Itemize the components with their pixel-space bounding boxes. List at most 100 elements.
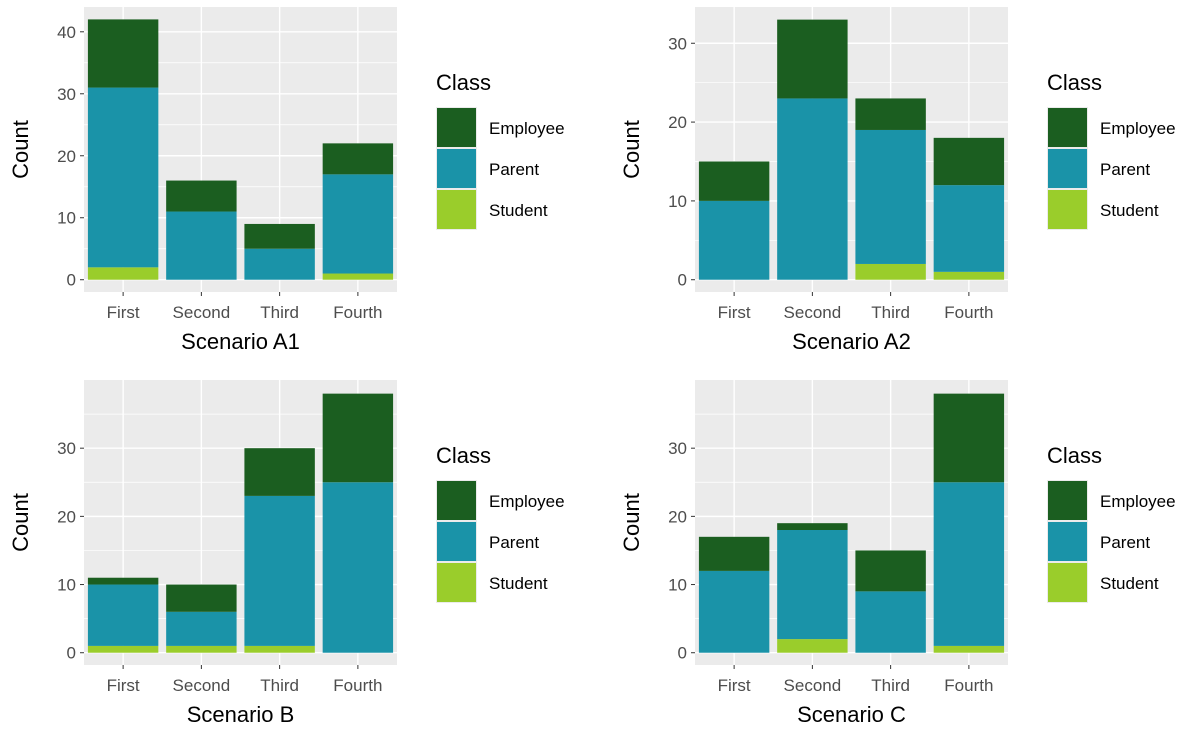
bar-employee-fourth — [322, 393, 394, 483]
legend-label-parent: Parent — [1100, 160, 1150, 179]
y-axis-title: Count — [8, 493, 33, 552]
bar-parent-third — [855, 591, 926, 653]
legend-label-student: Student — [1100, 574, 1159, 593]
chart-panel-scenario-a2: 0 10 20 30 First Second Third Fourth Scenario A2… — [611, 0, 1203, 364]
bar-employee-first — [698, 536, 770, 571]
y-tick-label: 30 — [668, 439, 687, 458]
x-tick-label-second: Second — [173, 303, 231, 322]
legend-label-employee: Employee — [1100, 119, 1176, 138]
legend-label-student: Student — [489, 574, 548, 593]
bar-parent-first — [87, 87, 159, 268]
legend-swatch-parent — [1048, 522, 1087, 561]
legend-label-student: Student — [1100, 201, 1159, 220]
bar-parent-fourth — [933, 185, 1005, 272]
bar-student-third — [855, 263, 926, 280]
bar-parent-fourth — [322, 482, 394, 653]
y-tick-label: 20 — [668, 113, 687, 132]
bar-employee-first — [698, 161, 770, 201]
bar-employee-fourth — [933, 393, 1005, 483]
legend-label-student: Student — [489, 201, 548, 220]
bar-parent-second — [166, 611, 237, 646]
chart-svg: 0 10 20 30 First Second Third Fourth Scenario A2… — [619, 7, 1176, 354]
bar-employee-third — [244, 448, 315, 496]
legend-swatch-employee — [1048, 481, 1087, 520]
bar-student-fourth — [933, 645, 1005, 653]
chart-panel-scenario-c: 0 10 20 30 First Second Third Fourth Scenario C C… — [611, 373, 1203, 737]
bar-employee-third — [855, 98, 926, 130]
bar-parent-first — [698, 570, 770, 653]
bar-student-third — [244, 645, 315, 653]
x-tick-label-first: First — [107, 303, 140, 322]
y-tick-label: 10 — [668, 192, 687, 211]
y-tick-label: 20 — [57, 147, 76, 166]
legend-swatch-student — [1048, 563, 1087, 602]
bar-employee-second — [777, 19, 848, 99]
y-tick-label: 30 — [668, 34, 687, 53]
chart-svg: 0 10 20 30 First Second Third Fourth Scenario C C… — [619, 380, 1176, 727]
bar-student-fourth — [322, 273, 394, 280]
x-tick-label-fourth: Fourth — [944, 303, 993, 322]
bar-parent-second — [777, 98, 848, 280]
x-tick-label-second: Second — [784, 303, 842, 322]
y-tick-label: 40 — [57, 23, 76, 42]
x-tick-label-fourth: Fourth — [333, 303, 382, 322]
x-tick-label-third: Third — [871, 303, 910, 322]
x-tick-label-fourth: Fourth — [333, 676, 382, 695]
legend-swatch-student — [437, 190, 476, 229]
x-axis-title: Scenario A1 — [181, 329, 300, 354]
legend-swatch-employee — [437, 108, 476, 147]
y-tick-label: 0 — [67, 271, 76, 290]
legend-label-parent: Parent — [489, 160, 539, 179]
y-tick-label: 0 — [678, 271, 687, 290]
legend-swatch-parent — [437, 149, 476, 188]
x-tick-label-third: Third — [260, 303, 299, 322]
bar-employee-third — [855, 550, 926, 592]
chart-svg: 0 10 20 30 First Second Third Fourth Scenario B C… — [8, 380, 565, 727]
y-tick-label: 10 — [57, 209, 76, 228]
y-tick-label: 30 — [57, 439, 76, 458]
bar-student-first — [87, 267, 159, 280]
x-tick-label-first: First — [718, 303, 751, 322]
chart-panel-scenario-a1: 0 10 20 30 40 First Second Third Fourth Scenario … — [0, 0, 600, 364]
x-tick-label-third: Third — [871, 676, 910, 695]
legend-title: Class — [436, 443, 491, 468]
bar-parent-fourth — [322, 174, 394, 274]
x-tick-label-third: Third — [260, 676, 299, 695]
legend-swatch-employee — [437, 481, 476, 520]
bar-employee-second — [166, 584, 237, 612]
x-tick-label-second: Second — [784, 676, 842, 695]
legend-swatch-employee — [1048, 108, 1087, 147]
bar-employee-first — [87, 577, 159, 585]
bar-employee-third — [244, 223, 315, 249]
legend-swatch-student — [437, 563, 476, 602]
y-tick-label: 0 — [67, 644, 76, 663]
x-axis-title: Scenario B — [187, 702, 295, 727]
bar-parent-second — [777, 530, 848, 640]
chart-panel-scenario-b: 0 10 20 30 First Second Third Fourth Scenario B C… — [0, 373, 600, 737]
y-tick-label: 30 — [57, 85, 76, 104]
bar-parent-first — [87, 584, 159, 646]
y-tick-label: 10 — [668, 576, 687, 595]
legend-label-employee: Employee — [489, 119, 565, 138]
y-tick-label: 0 — [678, 644, 687, 663]
legend-title: Class — [436, 70, 491, 95]
y-tick-label: 20 — [57, 507, 76, 526]
y-axis-title: Count — [619, 493, 644, 552]
chart-svg: 0 10 20 30 40 First Second Third Fourth Scenario … — [8, 7, 565, 354]
bar-student-first — [87, 645, 159, 653]
bar-employee-second — [166, 180, 237, 212]
y-tick-label: 20 — [668, 507, 687, 526]
bar-student-second — [166, 645, 237, 653]
y-axis-title: Count — [619, 120, 644, 179]
bar-employee-fourth — [322, 143, 394, 175]
bar-parent-third — [855, 129, 926, 264]
legend-swatch-parent — [437, 522, 476, 561]
bar-parent-first — [698, 200, 770, 280]
bar-student-fourth — [933, 271, 1005, 280]
legend-label-parent: Parent — [489, 533, 539, 552]
bar-employee-second — [777, 523, 848, 530]
bar-parent-third — [244, 248, 315, 280]
x-tick-label-first: First — [107, 676, 140, 695]
legend-swatch-student — [1048, 190, 1087, 229]
bar-student-second — [777, 639, 848, 653]
